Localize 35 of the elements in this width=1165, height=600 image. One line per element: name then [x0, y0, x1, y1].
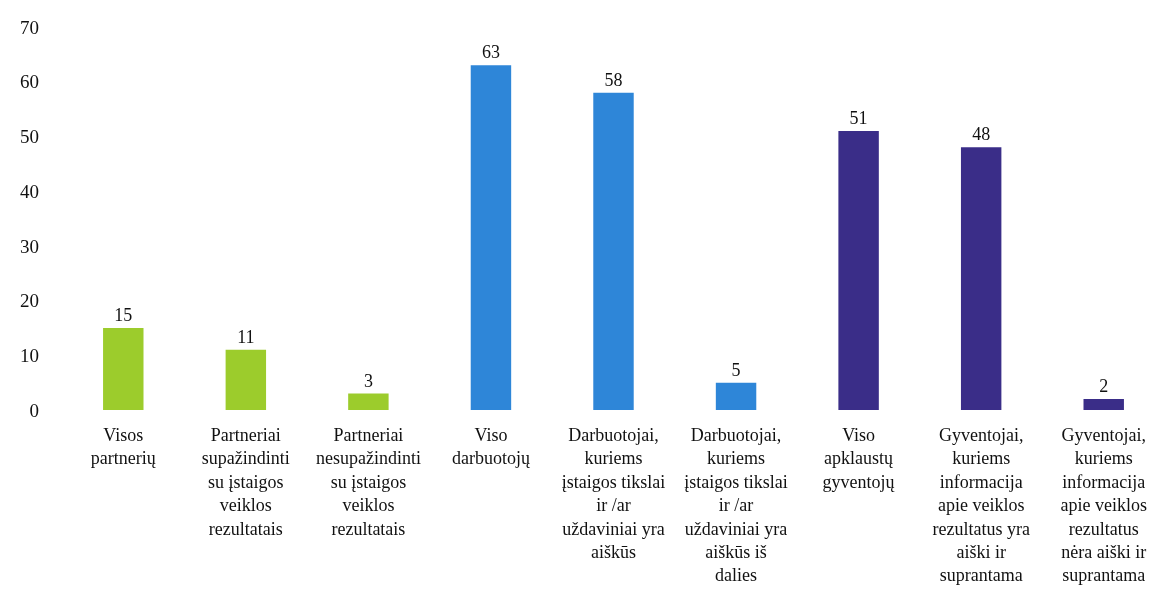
data-label: 63 [481, 42, 500, 63]
x-tick-label: Darbuotojai, kuriems įstaigos tikslai ir /ar uždaviniai yra aiškūs iš dalies [684, 425, 788, 586]
x-tick-label: Viso darbuotojų [451, 425, 531, 469]
bar [960, 147, 1002, 410]
data-label: 2 [1099, 376, 1109, 397]
bar [593, 92, 634, 410]
y-tick-label: 30 [20, 235, 39, 257]
bar [715, 382, 757, 410]
data-label: 11 [237, 326, 255, 347]
x-tick-label: Partneriai nesupažindinti su įstaigos veiklos rezultatais [315, 425, 421, 539]
x-tick-label: Gyventojai, kuriems informacija apie veiklos rezultatus nėra aiški ir suprantama [1060, 425, 1147, 586]
y-tick-label: 70 [20, 16, 39, 38]
bar [838, 130, 879, 410]
data-label: 51 [849, 107, 868, 128]
data-label: 58 [604, 69, 623, 90]
data-label: 5 [731, 359, 741, 380]
y-tick-label: 50 [20, 126, 39, 148]
x-tick-label: Partneriai supažindinti su įstaigos veiklos rezultatais [201, 425, 290, 539]
x-tick-label: Darbuotojai, kuriems įstaigos tikslai ir /ar uždaviniai yra aiškūs [561, 425, 666, 562]
bar [470, 65, 512, 410]
y-tick-label: 60 [20, 71, 39, 93]
data-label: 48 [972, 124, 991, 145]
y-tick-label: 40 [20, 180, 39, 202]
data-label: 15 [114, 304, 133, 325]
x-tick-label: Visos partnerių [90, 425, 157, 469]
data-label: 3 [363, 370, 373, 391]
bar [225, 349, 267, 410]
y-tick-label: 20 [20, 290, 39, 312]
x-tick-label: Gyventojai, kuriems informacija apie veiklos rezultatus yra aiški ir suprantama [932, 425, 1030, 586]
bar [348, 393, 389, 410]
x-tick-label: Viso apklaustų gyventojų [822, 425, 896, 492]
y-tick-label: 0 [29, 399, 39, 421]
bar [103, 327, 144, 410]
bar [1083, 399, 1124, 410]
y-tick-label: 10 [20, 344, 39, 366]
